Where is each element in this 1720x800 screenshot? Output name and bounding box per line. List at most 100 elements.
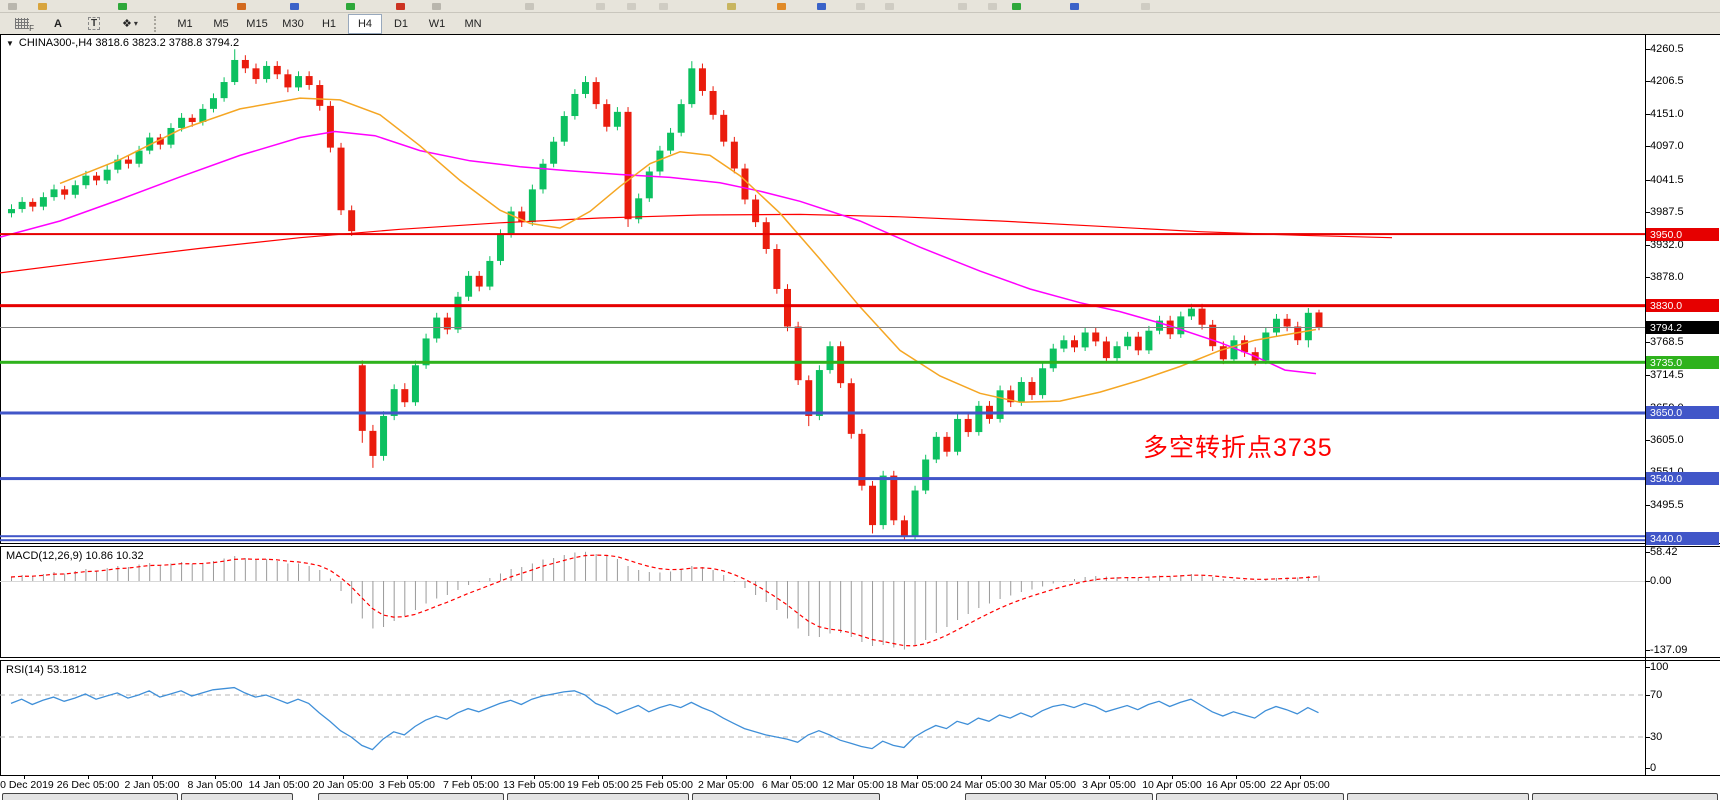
grid-icon: F: [15, 18, 34, 33]
macd-histogram-bar: [574, 552, 576, 581]
level-line[interactable]: [0, 535, 1645, 538]
time-tick: [152, 776, 153, 779]
candle-down: [869, 485, 877, 526]
time-tick: [215, 776, 216, 779]
candle-down: [284, 74, 292, 88]
macd-histogram-bar: [234, 556, 236, 581]
candle-down: [93, 175, 101, 181]
timeframe-mn[interactable]: MN: [464, 17, 482, 30]
timeframe-m1[interactable]: M1: [177, 17, 193, 30]
macd-histogram-bar: [542, 559, 544, 581]
toolbar: F A T ❖ ▾ M1 M5 M15 M30 H1 H4 D1 W1 MN: [0, 13, 1720, 35]
time-axis[interactable]: 20 Dec 2019 26 Dec 05:00 2 Jan 05:00 8 Jan …: [0, 775, 1720, 793]
timeframe-m5[interactable]: M5: [213, 17, 229, 30]
drawing-tools-group: F A T ❖ ▾: [4, 14, 148, 34]
level-line[interactable]: [0, 411, 1645, 415]
candle-down: [305, 76, 313, 86]
rsi-tick-label: 100: [1650, 661, 1669, 673]
level-line[interactable]: [0, 233, 1645, 236]
arrows-tool[interactable]: ❖ ▾: [113, 14, 147, 34]
bottom-tab[interactable]: [1347, 793, 1529, 800]
price-tick: [1645, 212, 1650, 213]
candle-up: [50, 189, 58, 198]
candle-up: [1017, 381, 1025, 403]
chart-annotation[interactable]: 多空转折点3735: [1143, 434, 1333, 462]
bottom-tab[interactable]: [318, 793, 504, 800]
macd-histogram-bar: [553, 558, 555, 581]
candle-down: [188, 117, 196, 122]
bottom-tab[interactable]: [2, 793, 178, 800]
level-price-label: 3830.0: [1646, 299, 1719, 312]
rsi-pane[interactable]: [0, 661, 1720, 775]
candle-down: [720, 114, 728, 142]
bottom-tab[interactable]: [507, 793, 689, 800]
macd-histogram-bar: [1244, 580, 1246, 581]
bottom-tab[interactable]: [1532, 793, 1718, 800]
bottom-tab[interactable]: [1156, 793, 1344, 800]
macd-histogram-bar: [999, 581, 1001, 599]
time-axis-label: 7 Feb 05:00: [442, 779, 500, 791]
time-axis-label: 26 Dec 05:00: [56, 779, 120, 791]
price-tick-label: 4260.5: [1650, 43, 1684, 55]
bottom-tab[interactable]: [181, 793, 293, 800]
level-line[interactable]: [0, 539, 1645, 542]
candle-up: [1230, 340, 1238, 360]
macd-histogram-bar: [298, 563, 300, 581]
macd-histogram-bar: [1169, 576, 1171, 581]
candle-down: [326, 105, 334, 148]
pane-separator[interactable]: [0, 657, 1720, 661]
candle-up: [231, 59, 239, 83]
candle-down: [1071, 340, 1078, 348]
current-price-line: [0, 327, 1645, 328]
timeframe-m30[interactable]: M30: [282, 17, 304, 30]
candle-up: [1124, 336, 1132, 347]
level-line[interactable]: [0, 477, 1645, 481]
candle-up: [465, 275, 473, 297]
timeframe-m15[interactable]: M15: [246, 17, 268, 30]
macd-histogram-bar: [808, 581, 810, 636]
macd-histogram-bar: [489, 578, 491, 581]
toolbar-grip[interactable]: [154, 15, 161, 32]
price-chart-pane[interactable]: [0, 34, 1720, 543]
label-tool[interactable]: T: [77, 14, 111, 34]
macd-histogram-bar: [361, 581, 363, 619]
toolbar-row-partial[interactable]: [0, 0, 1720, 13]
window-menu-icon[interactable]: ▼: [6, 38, 14, 48]
candle-down: [943, 436, 951, 452]
macd-histogram-bar: [1286, 577, 1288, 581]
price-tick: [1645, 277, 1650, 278]
bottom-tab[interactable]: [965, 793, 1153, 800]
time-tick: [88, 776, 89, 779]
macd-tick: [1645, 581, 1650, 582]
chevron-down-icon[interactable]: ▾: [133, 19, 138, 28]
bottom-tab[interactable]: [692, 793, 880, 800]
macd-histogram-bar: [244, 558, 246, 581]
candle-down: [847, 383, 855, 434]
level-line[interactable]: [0, 360, 1645, 364]
rsi-tick: [1645, 737, 1650, 738]
chart-symbol-title: ▼ CHINA300-,H4 3818.6 3823.2 3788.8 3794…: [6, 37, 239, 49]
timeframe-h1[interactable]: H1: [321, 17, 337, 30]
macd-histogram-bar: [1116, 577, 1118, 581]
timeframe-d1[interactable]: D1: [393, 17, 409, 30]
candle-up: [71, 185, 79, 195]
docking-grid-tool[interactable]: F: [5, 14, 39, 34]
candle-up: [103, 169, 111, 181]
macd-histogram-bar: [680, 569, 682, 581]
macd-histogram-bar: [191, 564, 193, 581]
macd-pane[interactable]: [0, 547, 1720, 657]
time-axis-label: 12 Mar 05:00: [822, 779, 884, 791]
macd-histogram-bar: [978, 581, 980, 608]
candle-up: [571, 93, 579, 117]
level-line[interactable]: [0, 304, 1645, 308]
macd-histogram-bar: [1275, 578, 1277, 581]
macd-histogram-bar: [531, 563, 533, 581]
candle-down: [698, 68, 706, 91]
macd-histogram-bar: [21, 575, 23, 581]
macd-histogram-bar: [616, 559, 618, 581]
pane-separator[interactable]: [0, 543, 1720, 547]
timeframe-w1[interactable]: W1: [428, 17, 446, 30]
text-tool[interactable]: A: [41, 14, 75, 34]
price-tick-label: 3714.5: [1650, 369, 1684, 381]
timeframe-h4[interactable]: H4: [348, 13, 382, 34]
